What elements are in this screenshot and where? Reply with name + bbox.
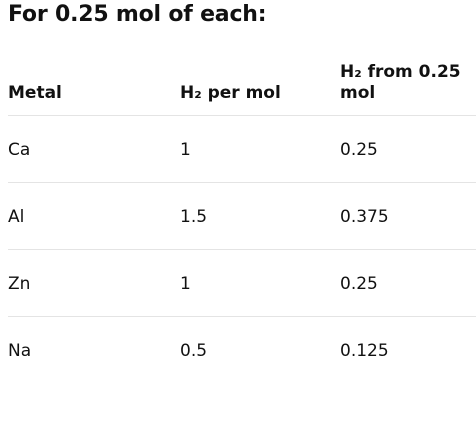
table-cell: 0.25 — [340, 140, 378, 160]
table-cell: 1 — [180, 140, 191, 160]
column-header: H₂ per mol — [180, 83, 281, 103]
table-cell: Zn — [8, 274, 31, 294]
column-header: Metal — [8, 83, 62, 103]
table-cell: 0.25 — [340, 274, 378, 294]
table-cell: 0.5 — [180, 341, 208, 361]
table-cell: Al — [8, 207, 25, 227]
column-header: H₂ from 0.25 mol — [340, 62, 461, 103]
heading: For 0.25 mol of each: — [8, 2, 267, 27]
table-cell: 0.375 — [340, 207, 389, 227]
row-rule — [8, 316, 476, 317]
table-cell: 1 — [180, 274, 191, 294]
table-cell: 1.5 — [180, 207, 208, 227]
table-cell: Ca — [8, 140, 31, 160]
table-cell: Na — [8, 341, 32, 361]
table-cell: 0.125 — [340, 341, 389, 361]
header-rule — [8, 115, 476, 116]
row-rule — [8, 182, 476, 183]
row-rule — [8, 249, 476, 250]
